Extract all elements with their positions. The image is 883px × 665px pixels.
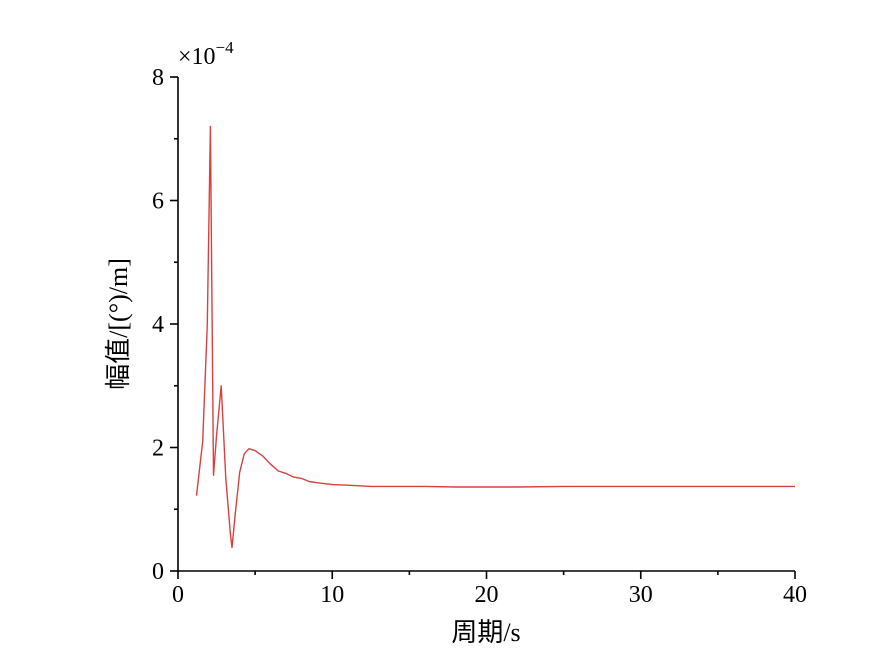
- y-tick-label: 2: [152, 436, 164, 462]
- series-group: [195, 125, 795, 549]
- y-axis-title: 幅值/[(°)/m]: [104, 258, 133, 390]
- y-tick-label: 8: [152, 65, 164, 91]
- series-line: [195, 125, 795, 549]
- x-ticks: 0 10 20 30 40: [172, 571, 807, 608]
- y-tick-label: 0: [152, 559, 164, 585]
- y-tick-label: 4: [152, 312, 164, 338]
- x-tick-label: 0: [172, 582, 184, 608]
- x-axis-title: 周期/s: [451, 618, 520, 647]
- x-tick-label: 30: [629, 582, 653, 608]
- x-tick-label: 10: [320, 582, 344, 608]
- axes: [177, 77, 795, 572]
- y-multiplier: ×10−4: [178, 38, 234, 70]
- y-ticks: 0 2 4 6 8: [152, 65, 178, 585]
- y-tick-label: 6: [152, 189, 164, 215]
- x-tick-label: 20: [475, 582, 499, 608]
- x-tick-label: 40: [783, 582, 807, 608]
- y-multiplier-exponent: −4: [216, 38, 235, 57]
